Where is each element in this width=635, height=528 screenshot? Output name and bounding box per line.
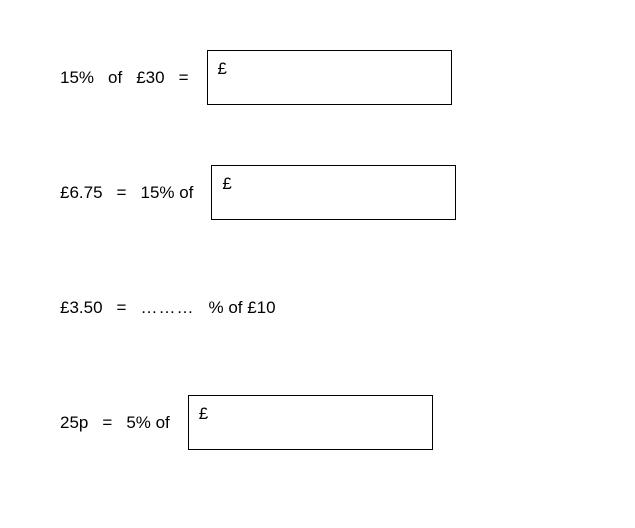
answer-input-1[interactable] [233, 59, 458, 81]
pound-prefix-4: £ [199, 404, 208, 424]
text-equals-2: = [117, 183, 127, 203]
question-row-2: £6.75 = 15% of £ [60, 165, 575, 220]
pound-prefix-1: £ [218, 59, 227, 79]
text-15-percent: 15% [60, 68, 94, 88]
text-percent-of-10: % of £10 [208, 298, 275, 318]
answer-box-4: £ [188, 395, 433, 450]
text-25p: 25p [60, 413, 88, 433]
worksheet-container: 15% of £30 = £ £6.75 = 15% of £ £3.50 = … [0, 0, 635, 500]
text-6-75: £6.75 [60, 183, 103, 203]
answer-input-4[interactable] [214, 404, 439, 426]
question-row-1: 15% of £30 = £ [60, 50, 575, 105]
question-label-4: 25p = 5% of [60, 413, 170, 433]
pound-prefix-2: £ [222, 174, 231, 194]
question-label-3: £3.50 = ……… % of £10 [60, 298, 276, 318]
dotted-placeholder: ……… [140, 298, 194, 318]
answer-input-2[interactable] [238, 174, 463, 196]
answer-box-1: £ [207, 50, 452, 105]
question-row-3: £3.50 = ……… % of £10 [60, 280, 575, 335]
question-label-2: £6.75 = 15% of [60, 183, 193, 203]
question-row-4: 25p = 5% of £ [60, 395, 575, 450]
text-15-percent-of: 15% of [140, 183, 193, 203]
text-equals: = [179, 68, 189, 88]
text-30-pounds: £30 [136, 68, 164, 88]
text-equals-4: = [102, 413, 112, 433]
text-equals-3: = [117, 298, 127, 318]
answer-box-2: £ [211, 165, 456, 220]
text-3-50: £3.50 [60, 298, 103, 318]
question-label-1: 15% of £30 = [60, 68, 189, 88]
text-5-percent-of: 5% of [126, 413, 169, 433]
text-of: of [108, 68, 122, 88]
